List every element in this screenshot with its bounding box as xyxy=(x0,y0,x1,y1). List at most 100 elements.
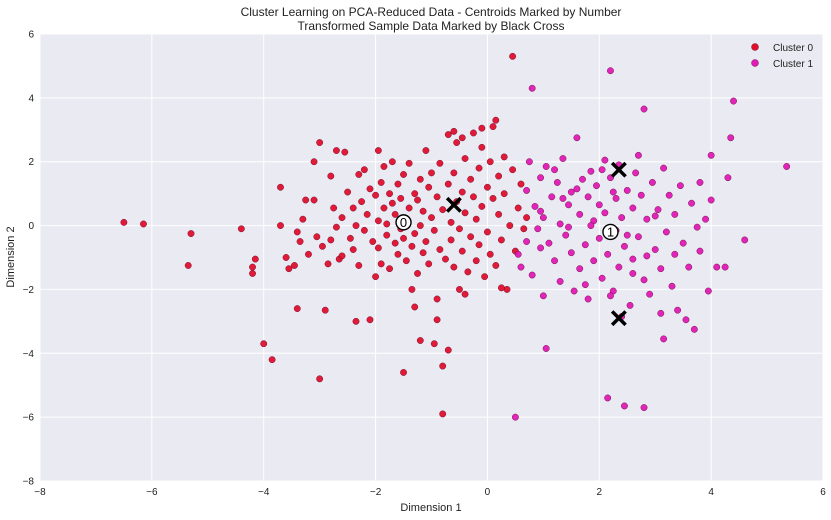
cluster-0-point xyxy=(400,234,407,242)
cluster-1-point xyxy=(660,164,668,172)
cluster-0-point xyxy=(402,257,410,265)
cluster-1-point xyxy=(523,238,530,245)
cluster-1-point xyxy=(604,250,612,258)
cluster-0-point xyxy=(358,198,365,206)
cluster-0-point xyxy=(478,124,486,132)
cluster-1-point xyxy=(604,394,612,402)
cluster-0-point xyxy=(411,303,419,311)
cluster-0-point xyxy=(316,139,324,146)
cluster-1-point xyxy=(618,214,626,221)
cluster-1-point xyxy=(721,263,729,271)
cluster-1-point xyxy=(643,252,651,260)
sample-crosses xyxy=(445,161,627,327)
cluster-0-point xyxy=(428,169,435,177)
cluster-0-point xyxy=(478,203,486,210)
cluster-1-point xyxy=(629,270,637,277)
cluster-0-point xyxy=(520,225,528,233)
cluster-0-point xyxy=(372,273,379,281)
cluster-1-point xyxy=(567,188,575,196)
cluster-0-point xyxy=(400,369,407,376)
y-tick-label: −2 xyxy=(23,285,35,296)
cluster-1-point xyxy=(724,174,732,182)
cluster-1-point xyxy=(542,345,550,352)
cluster-1-point xyxy=(579,175,586,183)
y-tick-label: 0 xyxy=(28,221,34,232)
cluster-0-point xyxy=(461,209,469,217)
cluster-0-point xyxy=(414,270,421,277)
cluster-0-point xyxy=(405,159,413,167)
cluster-0-point xyxy=(509,166,516,174)
y-tick-label: 2 xyxy=(28,157,34,168)
cluster-1-point xyxy=(584,193,592,201)
cluster-0-point xyxy=(467,175,475,183)
cluster-1-point xyxy=(651,246,659,253)
cluster-1-point xyxy=(713,263,721,271)
cluster-1-point xyxy=(595,234,603,242)
cluster-1-point xyxy=(651,212,659,220)
cluster-0-point xyxy=(391,210,399,218)
x-tick-label: −8 xyxy=(34,487,46,498)
cluster-1-point xyxy=(676,182,684,190)
cluster-1-point xyxy=(621,242,628,250)
y-axis-ticks: −8 −6 −4 −2 0 2 4 6 xyxy=(23,30,35,488)
cluster-0-point xyxy=(500,190,508,198)
cluster-0-point xyxy=(456,225,463,233)
cluster-1-point xyxy=(514,250,522,258)
cluster-1-point xyxy=(598,166,606,174)
x-tick-label: −2 xyxy=(370,487,382,498)
cluster-1-point xyxy=(593,182,600,190)
cluster-1-point xyxy=(629,255,637,263)
cluster-0-point xyxy=(330,204,338,212)
sample-cross xyxy=(610,161,627,178)
cluster-0-point xyxy=(397,195,405,202)
cluster-0-point xyxy=(500,153,508,161)
cluster-0-point xyxy=(347,234,354,242)
legend: Cluster 0 Cluster 1 xyxy=(751,43,813,70)
cluster-0-point xyxy=(484,228,491,236)
cluster-0-point xyxy=(408,286,416,293)
cluster-1-point xyxy=(640,105,648,113)
cluster-1-point xyxy=(551,257,558,265)
cluster-1-point xyxy=(581,281,589,289)
cluster-0-point xyxy=(481,273,489,281)
cluster-1-point xyxy=(665,191,673,199)
cluster-1-point xyxy=(562,231,570,239)
cluster-0-point xyxy=(416,222,424,229)
cluster-1-point xyxy=(601,209,609,217)
cluster-1-point xyxy=(539,214,547,221)
cluster-0-point xyxy=(509,52,516,60)
cluster-0-point xyxy=(316,375,324,383)
cluster-0-point xyxy=(268,356,276,364)
cluster-1-point xyxy=(623,187,631,194)
centroids: 01 xyxy=(395,214,619,241)
cluster-0-point xyxy=(472,215,480,223)
cluster-0-point xyxy=(416,175,424,183)
x-tick-label: 6 xyxy=(820,487,826,498)
cluster-0-point xyxy=(517,180,525,188)
cluster-1-point xyxy=(671,250,679,258)
cluster-0-point xyxy=(394,250,402,258)
cluster-0-point xyxy=(310,158,318,166)
cluster-0-point xyxy=(503,286,511,293)
cluster-0-point xyxy=(411,230,419,237)
cluster-0-point xyxy=(321,306,329,314)
cluster-1-point xyxy=(690,325,698,333)
x-axis-label: Dimension 1 xyxy=(400,502,461,514)
x-tick-label: −4 xyxy=(258,487,270,498)
cluster-0-point xyxy=(498,284,505,292)
cluster-0-point xyxy=(305,250,312,258)
cluster-0-point xyxy=(380,163,388,170)
cluster-1-point xyxy=(632,169,640,177)
cluster-1-point xyxy=(696,179,704,186)
cluster-1-point xyxy=(565,223,572,231)
cluster-0-point xyxy=(327,236,335,244)
cluster-0-point xyxy=(450,169,458,177)
cluster-0-point xyxy=(363,210,371,218)
y-axis-label: Dimension 2 xyxy=(5,226,17,287)
cluster-0-point xyxy=(374,244,382,252)
cluster-0-point xyxy=(285,265,293,273)
cluster-0-point xyxy=(495,210,503,218)
cluster-0-point xyxy=(422,147,430,154)
cluster-1-point xyxy=(537,244,544,252)
